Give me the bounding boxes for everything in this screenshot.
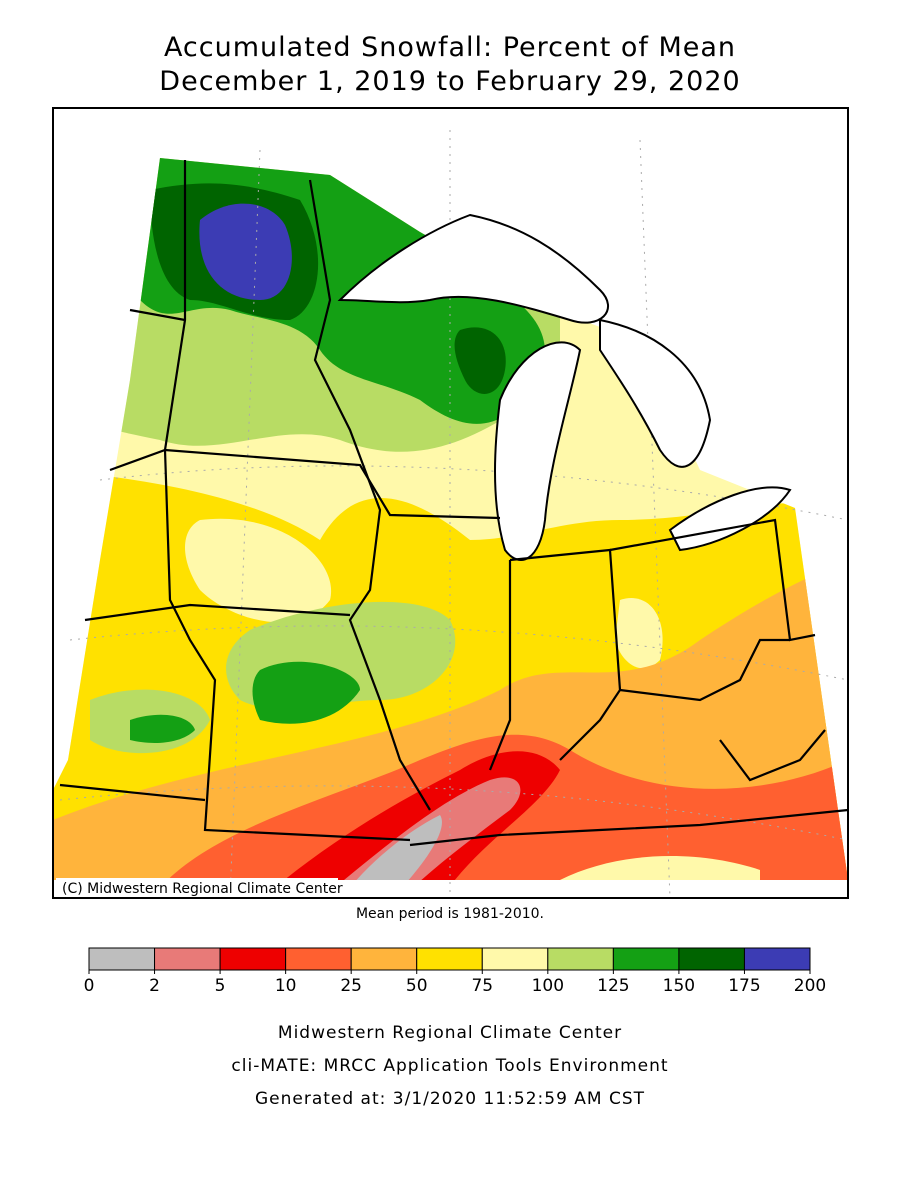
map: (C) Midwestern Regional Climate Center	[52, 107, 849, 899]
legend-tick-label: 150	[663, 976, 695, 996]
copyright-box	[56, 878, 338, 897]
legend-swatch	[743, 947, 811, 971]
legend-swatch	[416, 947, 483, 971]
legend-swatch	[547, 947, 614, 971]
legend-tick-label: 100	[532, 976, 564, 996]
map-frame	[52, 107, 849, 899]
legend-tick-label: 5	[215, 976, 226, 996]
legend-swatch	[88, 947, 156, 971]
legend-tick-label: 200	[794, 976, 826, 996]
legend-swatch	[285, 947, 352, 971]
legend-tick-label: 0	[84, 976, 95, 996]
legend-tick-label: 175	[728, 976, 760, 996]
legend-tick-label: 125	[597, 976, 629, 996]
legend-swatch	[219, 947, 287, 971]
legend-swatch	[481, 947, 549, 971]
legend-tick-label: 10	[275, 976, 297, 996]
legend: 0 2 5 10 25 50 75 100 125 150 175 200	[84, 947, 826, 996]
footer-line: cli-MATE: MRCC Application Tools Environ…	[231, 1056, 668, 1076]
lakes	[337, 213, 792, 561]
mean-period-note: Mean period is 1981-2010.	[356, 906, 544, 922]
legend-swatch	[612, 947, 680, 971]
legend-swatch	[154, 947, 221, 971]
copyright: (C) Midwestern Regional Climate Center	[62, 881, 343, 897]
legend-tick-label: 50	[406, 976, 428, 996]
legend-tick-label: 75	[471, 976, 493, 996]
state-borders	[59, 160, 849, 847]
legend-swatch	[350, 947, 418, 971]
legend-swatch	[678, 947, 745, 971]
footer-line: Generated at: 3/1/2020 11:52:59 AM CST	[255, 1089, 645, 1109]
legend-tick-label: 25	[340, 976, 362, 996]
legend-tick-label: 2	[149, 976, 160, 996]
subtitle: December 1, 2019 to February 29, 2020	[159, 66, 740, 97]
title: Accumulated Snowfall: Percent of Mean	[164, 32, 736, 63]
footer-line: Midwestern Regional Climate Center	[278, 1023, 622, 1043]
